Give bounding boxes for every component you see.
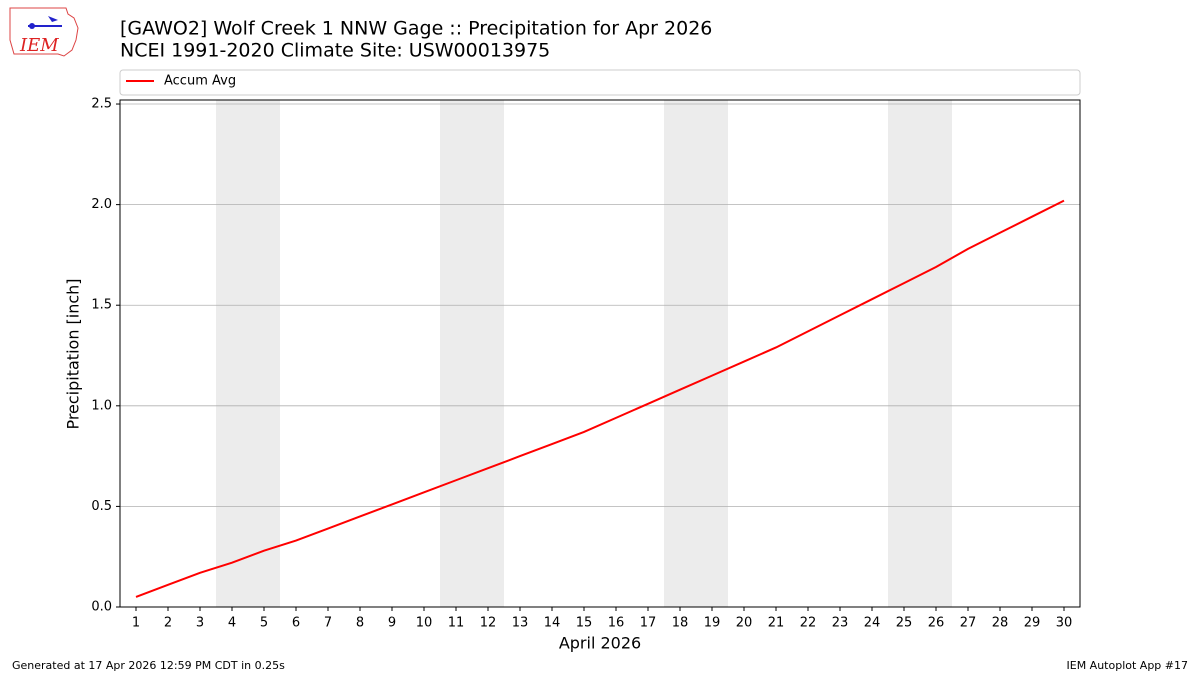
logo-symbol <box>48 16 58 22</box>
x-tick-label: 28 <box>992 616 1009 631</box>
x-tick-label: 2 <box>164 616 172 631</box>
logo: IEM <box>9 7 79 57</box>
weekend-band <box>440 100 504 607</box>
x-tick-label: 23 <box>832 616 849 631</box>
x-tick-label: 17 <box>640 616 657 631</box>
x-tick-label: 22 <box>800 616 817 631</box>
data-line <box>135 199 1065 598</box>
x-tick-label: 16 <box>608 616 625 631</box>
x-tick-label: 3 <box>196 616 204 631</box>
weekend-band <box>216 100 280 607</box>
weekend-band <box>888 100 952 607</box>
y-tick-label: 2.5 <box>91 97 112 112</box>
footer-left: Generated at 17 Apr 2026 12:59 PM CDT in… <box>12 659 285 672</box>
legend-box <box>119 69 1081 96</box>
chart-subtitle: NCEI 1991-2020 Climate Site: USW00013975 <box>120 40 550 62</box>
x-tick-label: 29 <box>1024 616 1041 631</box>
y-axis-label: Precipitation [inch] <box>64 278 83 429</box>
x-tick-label: 10 <box>416 616 433 631</box>
y-tick-label: 1.5 <box>91 298 112 313</box>
x-tick-label: 19 <box>704 616 721 631</box>
x-axis-label: April 2026 <box>559 634 641 653</box>
y-tick-label: 1.0 <box>91 398 112 413</box>
footer-right: IEM Autoplot App #17 <box>1067 659 1189 672</box>
x-tick-label: 25 <box>896 616 913 631</box>
x-tick-label: 4 <box>228 616 236 631</box>
x-tick-label: 18 <box>672 616 689 631</box>
weekend-band <box>664 100 728 607</box>
x-tick-label: 11 <box>448 616 465 631</box>
x-tick-label: 1 <box>132 616 140 631</box>
x-tick-label: 6 <box>292 616 300 631</box>
x-tick-label: 30 <box>1056 616 1073 631</box>
y-tick-label: 0.0 <box>91 600 112 615</box>
legend-label: Accum Avg <box>164 74 236 89</box>
x-tick-label: 8 <box>356 616 364 631</box>
y-tick-label: 0.5 <box>91 499 112 514</box>
axes-frame <box>119 99 1081 608</box>
x-tick-label: 12 <box>480 616 497 631</box>
x-tick-label: 5 <box>260 616 268 631</box>
x-tick-label: 14 <box>544 616 561 631</box>
chart-title: [GAWO2] Wolf Creek 1 NNW Gage :: Precipi… <box>120 18 712 40</box>
x-tick-label: 20 <box>736 616 753 631</box>
x-tick-label: 15 <box>576 616 593 631</box>
x-tick-label: 21 <box>768 616 785 631</box>
x-tick-label: 27 <box>960 616 977 631</box>
logo-symbol <box>29 23 35 29</box>
x-tick-label: 9 <box>388 616 396 631</box>
logo-text: IEM <box>19 35 59 56</box>
y-tick-label: 2.0 <box>91 197 112 212</box>
x-tick-label: 7 <box>324 616 332 631</box>
x-tick-label: 26 <box>928 616 945 631</box>
x-tick-label: 13 <box>512 616 529 631</box>
logo-outline <box>9 7 79 57</box>
x-tick-label: 24 <box>864 616 881 631</box>
